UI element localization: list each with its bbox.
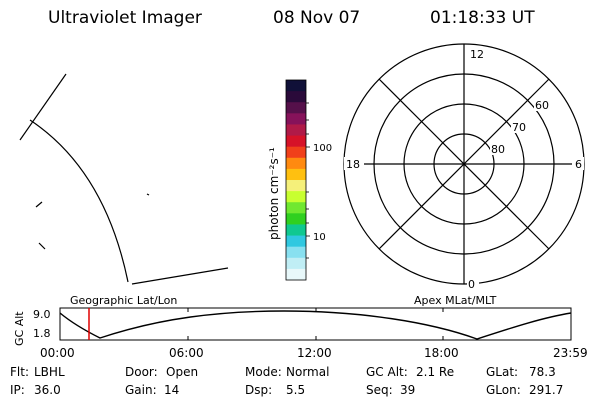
label-bg <box>490 142 508 155</box>
mlat-label-80: 80 <box>491 143 505 156</box>
apex-caption: Apex MLat/MLT <box>414 294 497 307</box>
label-bg <box>534 98 552 111</box>
colorbar-swatch <box>286 257 306 270</box>
label-bg <box>469 47 486 60</box>
gain-value: 14 <box>164 383 180 397</box>
colorbar-swatch <box>286 268 306 281</box>
glat-value: 78.3 <box>529 365 556 379</box>
altitude-ytick-top: 9.0 <box>33 308 51 321</box>
colorbar-swatch <box>286 135 306 148</box>
grid-line <box>38 242 46 250</box>
altitude-ytick-bottom: 1.8 <box>33 327 51 340</box>
colorbar-swatch <box>286 180 306 192</box>
colorbar-frame <box>285 79 307 281</box>
geographic-panel <box>19 73 229 285</box>
colorbar <box>286 80 306 281</box>
altitude-curve <box>59 310 572 340</box>
polar-plot <box>343 43 585 285</box>
geographic-caption: Geographic Lat/Lon <box>70 294 177 307</box>
mode-label: Mode: <box>245 365 282 379</box>
grid-line <box>19 73 67 141</box>
altitude-plot-frame <box>59 307 572 341</box>
mlt-label-12: 12 <box>470 48 484 61</box>
filter-label: Flt: <box>10 365 29 379</box>
colorbar-ticks <box>306 102 310 259</box>
colorbar-tick-label: 10 <box>313 232 326 243</box>
colorbar-swatch <box>286 113 306 125</box>
label-bg <box>511 120 529 133</box>
altitude-xtick-label: 00:00 <box>40 346 75 360</box>
mode-value: Normal <box>286 365 330 379</box>
colorbar-swatch <box>286 146 306 159</box>
label-bg <box>467 277 479 290</box>
colorbar-swatch <box>286 224 306 237</box>
colorbar-swatch <box>286 91 306 103</box>
mlat-label-60: 60 <box>535 99 549 112</box>
grid-line <box>35 201 43 208</box>
altitude-ylabel: GC Alt <box>13 311 26 346</box>
colorbar-swatch <box>286 168 306 181</box>
colorbar-swatch <box>286 157 306 170</box>
colorbar-swatch <box>286 213 306 225</box>
filter-value: LBHL <box>34 365 65 379</box>
altitude-xtick-label: 06:00 <box>169 346 204 360</box>
grid-line <box>131 267 229 285</box>
altitude-plot: GC Alt 9.0 1.8 00:00 06:00 12:00 18:00 2… <box>13 307 588 360</box>
window-title: Ultraviolet Imager <box>48 8 202 28</box>
dsp-label: Dsp: <box>245 383 273 397</box>
colorbar-swatch <box>286 191 306 203</box>
door-label: Door: <box>125 365 158 379</box>
altitude-xtick-label: 12:00 <box>297 346 332 360</box>
colorbar-swatch <box>286 202 306 214</box>
colorbar-swatch <box>286 80 306 92</box>
altitude-xticks <box>187 308 444 340</box>
seq-value: 39 <box>400 383 416 397</box>
altitude-xtick-label: 18:00 <box>424 346 459 360</box>
glon-label: GLon: <box>486 383 521 397</box>
polar-diagonal <box>378 78 550 250</box>
glat-label: GLat: <box>486 365 519 379</box>
seq-label: Seq: <box>366 383 393 397</box>
colorbar-swatch <box>286 124 306 137</box>
gc-alt-label: GC Alt: <box>366 365 408 379</box>
mlt-label-6: 6 <box>575 158 582 171</box>
gain-label: Gain: <box>125 383 157 397</box>
door-value: Open <box>166 365 199 379</box>
glon-value: 291.7 <box>529 383 564 397</box>
mlt-label-18: 18 <box>346 158 360 171</box>
dsp-value: 5.5 <box>286 383 306 397</box>
time-label: 01:18:33 UT <box>430 8 535 28</box>
date-label: 08 Nov 07 <box>273 8 361 28</box>
mlat-label-70: 70 <box>512 121 526 134</box>
coastline-arc <box>29 119 129 283</box>
mlt-label-0: 0 <box>468 278 475 291</box>
grid-line <box>146 193 150 196</box>
colorbar-tick-label: 100 <box>313 143 332 154</box>
colorbar-swatch <box>286 235 306 248</box>
label-bg <box>344 157 364 170</box>
ip-value: 36.0 <box>34 383 61 397</box>
colorbar-swatch <box>286 102 306 114</box>
colorbar-label: photon cm⁻²s⁻¹ <box>267 147 281 240</box>
ip-label: IP: <box>10 383 25 397</box>
label-bg <box>572 157 584 170</box>
altitude-xtick-label: 23:59 <box>553 346 588 360</box>
gc-alt-value: 2.1 Re <box>416 365 455 379</box>
colorbar-swatch <box>286 246 306 259</box>
